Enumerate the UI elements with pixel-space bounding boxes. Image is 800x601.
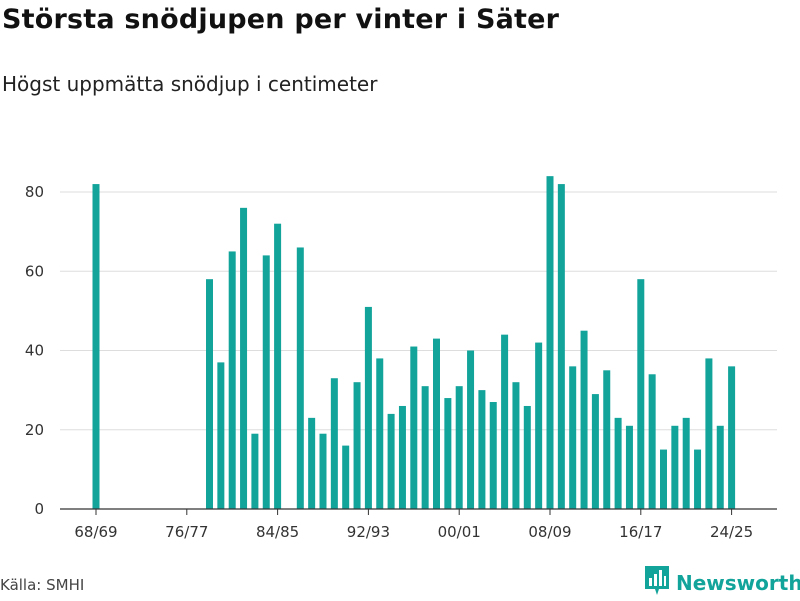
bar-96-97 (410, 346, 418, 509)
bar-01-02 (467, 350, 475, 509)
bar-90-91 (342, 445, 350, 509)
bar-19-20 (671, 425, 679, 509)
bar-05-06 (512, 382, 520, 509)
bar-23-24 (716, 425, 724, 509)
y-tick-label: 0 (34, 500, 44, 518)
bar-21-22 (694, 449, 702, 509)
chart-title: Största snödjupen per vinter i Säter (2, 4, 560, 35)
bar-15-16 (625, 425, 633, 509)
x-tick-label: 16/17 (619, 523, 662, 541)
y-tick-label: 80 (25, 183, 44, 201)
brand-logo[interactable]: Newsworthy (644, 565, 800, 601)
bar-24-25 (728, 366, 736, 509)
x-tick-label: 00/01 (438, 523, 481, 541)
bar-chart-logo-icon (644, 565, 670, 601)
bar-02-03 (478, 390, 486, 509)
y-tick-label: 20 (25, 421, 44, 439)
bar-99-00 (444, 398, 452, 509)
x-tick-label: 76/77 (165, 523, 208, 541)
bar-20-21 (682, 417, 690, 509)
bar-89-90 (330, 378, 338, 509)
bar-17-18 (648, 374, 656, 509)
brand-name: Newsworthy (676, 571, 800, 595)
x-tick-label: 24/25 (710, 523, 753, 541)
bar-68-69 (92, 184, 100, 509)
bar-04-05 (501, 334, 509, 509)
y-tick-label: 40 (25, 342, 44, 360)
bar-80-81 (228, 251, 236, 509)
bar-00-01 (455, 386, 463, 509)
x-tick-label: 68/69 (74, 523, 117, 541)
bar-22-23 (705, 358, 713, 509)
bar-79-80 (217, 362, 225, 509)
bar-14-15 (614, 417, 622, 509)
bar-82-83 (251, 433, 259, 509)
bar-10-11 (569, 366, 577, 509)
bar-08-09 (546, 176, 554, 509)
bars (92, 176, 736, 509)
x-tick-label: 92/93 (347, 523, 390, 541)
bar-12-13 (591, 394, 599, 509)
source-note: Källa: SMHI (0, 576, 85, 594)
bar-97-98 (421, 386, 429, 509)
bar-98-99 (433, 338, 440, 509)
x-axis: 68/69 76/77 84/85 92/93 00/01 08/09 16/17 24/25 (60, 508, 777, 541)
bar-13-14 (603, 370, 611, 509)
bar-88-89 (319, 433, 327, 509)
bar-11-12 (580, 330, 588, 509)
bar-18-19 (660, 449, 667, 509)
bar-93-94 (376, 358, 384, 509)
bar-91-92 (353, 382, 361, 509)
bar-84-85 (274, 223, 282, 509)
bar-06-07 (523, 405, 531, 509)
bar-94-95 (387, 413, 395, 509)
bar-09-10 (557, 184, 565, 509)
bar-87-88 (308, 417, 316, 509)
bar-78-79 (206, 279, 213, 509)
chart-subtitle: Högst uppmätta snödjup i centimeter (2, 72, 378, 96)
bar-07-08 (535, 342, 543, 509)
bar-03-04 (489, 402, 497, 509)
bar-86-87 (296, 247, 304, 509)
y-axis-ticks: 0 20 40 60 80 (25, 183, 44, 518)
x-tick-label: 08/09 (528, 523, 571, 541)
grid-lines (60, 191, 777, 431)
bar-92-93 (364, 306, 372, 509)
bar-16-17 (637, 279, 645, 509)
x-tick-label: 84/85 (256, 523, 299, 541)
y-tick-label: 60 (25, 262, 44, 280)
bar-81-82 (240, 207, 248, 509)
bar-chart: 0 20 40 60 80 68/69 76/77 84/85 92/93 00/01 08/09… (25, 176, 777, 541)
bar-83-84 (262, 255, 270, 509)
bar-95-96 (398, 405, 406, 509)
